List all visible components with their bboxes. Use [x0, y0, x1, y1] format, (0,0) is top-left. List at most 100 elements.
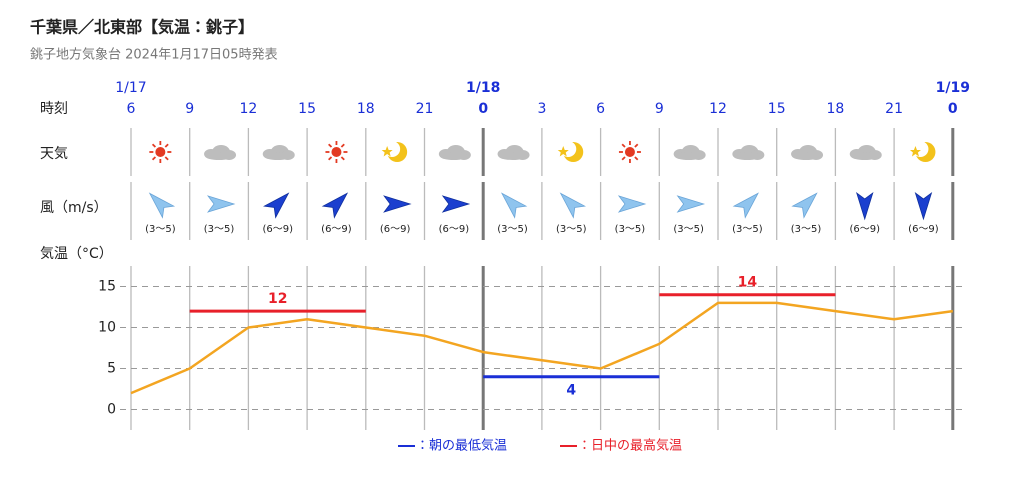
wind-arrow	[559, 192, 586, 219]
sun-ray	[621, 143, 626, 148]
x-tick-label: 18	[357, 101, 375, 117]
x-tick-label: 21	[885, 101, 903, 117]
wind-arrow	[676, 195, 706, 213]
wind-arrow	[617, 195, 647, 213]
sun-ray	[340, 143, 345, 148]
wind-arrow	[441, 195, 471, 213]
wind-arrow	[856, 191, 874, 221]
wind-label: (3〜5)	[497, 224, 528, 235]
cloud	[205, 152, 234, 160]
wind-label: (3〜5)	[732, 224, 763, 235]
star	[381, 146, 393, 157]
wind-arrow	[383, 195, 412, 213]
wind-label: (3〜5)	[615, 224, 646, 235]
weather-icon	[325, 141, 348, 163]
y-tick-label: 15	[98, 279, 116, 295]
sun-ray	[328, 143, 333, 148]
sun-ray	[164, 156, 169, 161]
weather-icon	[149, 141, 172, 163]
wind-label: (3〜5)	[145, 224, 176, 235]
cloud	[263, 152, 292, 160]
x-tick-label: 9	[655, 101, 664, 117]
wind-arrow	[148, 192, 176, 219]
wind-label: (6〜9)	[439, 224, 470, 235]
sun	[331, 147, 342, 157]
wind-arrow	[791, 192, 818, 219]
x-tick-label: 6	[127, 101, 136, 117]
sun-ray	[621, 156, 626, 161]
legend-label: ：朝の最低気温	[416, 438, 507, 454]
weather-icon	[262, 145, 295, 160]
sun	[624, 147, 635, 157]
legend-label: ：日中の最高気温	[578, 438, 682, 454]
weather-icon	[673, 145, 706, 160]
x-tick-label: 0	[948, 101, 958, 117]
sun-ray	[151, 143, 157, 148]
x-tick-label: 12	[239, 101, 257, 117]
subtitle: 銚子地方気象台 2024年1月17日05時発表	[30, 47, 278, 63]
sun-ray	[328, 156, 333, 161]
wind-label: (6〜9)	[849, 224, 880, 235]
y-tick-label: 10	[98, 320, 116, 336]
x-tick-label: 0	[478, 101, 488, 117]
date-label: 1/17	[115, 80, 146, 96]
sun-ray	[340, 156, 345, 161]
x-tick-label: 15	[768, 101, 786, 117]
x-tick-label: 18	[826, 101, 844, 117]
row-label: 時刻	[40, 101, 68, 117]
weather-icon	[204, 145, 237, 160]
wind-label: (6〜9)	[262, 224, 293, 235]
row-label: 風（m/s）	[40, 200, 108, 216]
sun-ray	[634, 143, 639, 148]
date-label: 1/18	[466, 80, 500, 96]
cloud	[792, 152, 821, 160]
wind-label: (3〜5)	[204, 224, 235, 235]
x-tick-label: 9	[185, 101, 194, 117]
x-tick-label: 15	[298, 101, 316, 117]
cloud	[674, 152, 703, 160]
y-tick-label: 0	[107, 402, 116, 418]
wind-label: (6〜9)	[908, 224, 939, 235]
sun-ray	[164, 143, 169, 148]
wind-arrow	[500, 192, 528, 219]
x-tick-label: 3	[537, 101, 546, 117]
weather-icon	[557, 141, 584, 162]
weather-icon	[381, 141, 408, 162]
x-tick-label: 21	[416, 101, 434, 117]
row-label: 天気	[40, 146, 68, 162]
wind-arrow	[914, 191, 933, 221]
max_temp-label: 12	[268, 291, 287, 307]
wind-arrow	[321, 192, 349, 219]
wind-label: (3〜5)	[791, 224, 822, 235]
cloud	[733, 152, 762, 160]
temperature-line	[130, 301, 953, 395]
date-label: 1/19	[936, 80, 970, 96]
y-axis-label: 気温（°C）	[40, 246, 113, 262]
wind-label: (3〜5)	[556, 224, 587, 235]
star	[557, 146, 569, 157]
weather-icon	[618, 141, 641, 163]
min_temp-label: 4	[566, 383, 576, 399]
weather-icon	[909, 141, 936, 162]
cloud	[850, 152, 879, 160]
cloud	[498, 152, 527, 160]
star	[909, 146, 921, 157]
x-tick-label: 12	[709, 101, 727, 117]
title: 千葉県／北東部【気温：銚子】	[30, 18, 254, 37]
x-tick-label: 6	[596, 101, 605, 117]
max_temp-label: 14	[738, 275, 758, 291]
y-tick-label: 5	[107, 361, 116, 377]
weather-icon	[438, 145, 471, 160]
weather-icon	[732, 145, 765, 160]
sun	[155, 147, 166, 157]
weather-icon	[791, 145, 824, 160]
wind-arrow	[732, 192, 759, 219]
wind-label: (3〜5)	[673, 224, 704, 235]
sun-ray	[151, 156, 157, 161]
weather-icon	[849, 145, 882, 160]
cloud	[439, 152, 468, 160]
weather-icon	[497, 145, 530, 160]
wind-arrow	[263, 192, 290, 219]
